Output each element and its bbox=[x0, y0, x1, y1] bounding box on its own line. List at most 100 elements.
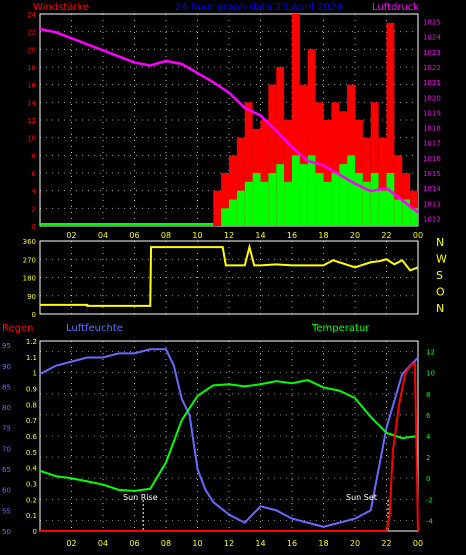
wind-mean-bar bbox=[260, 181, 269, 226]
x-tick-label: 02 bbox=[66, 231, 76, 240]
pressure-y-tick: 1016 bbox=[423, 155, 441, 163]
wind-y-tick: 2 bbox=[32, 205, 36, 213]
pressure-y-tick: 1025 bbox=[423, 19, 441, 27]
humidity-y-tick: 80 bbox=[2, 404, 11, 412]
humidity-y-tick: 55 bbox=[2, 507, 11, 515]
pressure-y-tick: 1023 bbox=[423, 49, 441, 57]
wind-direction-line bbox=[40, 243, 419, 307]
wind-mean-bar bbox=[323, 181, 332, 226]
wind-mean-bar bbox=[307, 155, 316, 226]
wind-title: Windstärke bbox=[33, 2, 89, 13]
wind-y-tick: 0 bbox=[32, 223, 36, 231]
x-tick-label: 16 bbox=[287, 231, 297, 240]
sunrise-label: Sun Rise bbox=[123, 493, 158, 502]
rain-y-tick: 0.2 bbox=[26, 496, 37, 504]
x-tick-label: 08 bbox=[161, 539, 171, 548]
temperature-y-tick: 8 bbox=[426, 391, 430, 399]
grid-dots bbox=[40, 13, 418, 531]
x-tick-label: 22 bbox=[381, 231, 391, 240]
pressure-y-tick: 1013 bbox=[423, 200, 441, 208]
x-tick-label: 14 bbox=[255, 231, 265, 240]
x-tick-label: 06 bbox=[129, 539, 139, 548]
wind-gust-bar bbox=[229, 155, 237, 226]
pressure-y-tick: 1019 bbox=[423, 109, 441, 117]
rain-y-tick: 0.1 bbox=[26, 512, 37, 520]
rain-y-tick: 0.9 bbox=[26, 386, 37, 394]
x-tick-label: 04 bbox=[98, 539, 108, 548]
x-tick-label: 20 bbox=[350, 231, 360, 240]
temperature-y-tick: 0 bbox=[426, 475, 430, 483]
pressure-y-tick: 1022 bbox=[423, 64, 441, 72]
wind-bars bbox=[213, 14, 418, 227]
wind-gust-bar bbox=[331, 102, 340, 226]
wind-mean-bar bbox=[268, 173, 277, 226]
rain-label: Regen bbox=[2, 323, 34, 334]
wind-y-tick: 10 bbox=[27, 135, 36, 143]
sunset-label: Sun Set bbox=[346, 493, 377, 502]
pressure-y-tick: 1012 bbox=[423, 215, 441, 223]
rain-y-tick: 1.1 bbox=[26, 354, 37, 362]
temperature-y-tick: -2 bbox=[426, 496, 433, 504]
wind-gust-bar bbox=[213, 190, 222, 226]
temperature-label: Temperatur bbox=[311, 323, 370, 334]
pressure-y-tick: 1021 bbox=[423, 79, 441, 87]
wind-mean-bar bbox=[236, 190, 245, 226]
x-tick-label: 18 bbox=[318, 539, 328, 548]
wind-gust-bar bbox=[299, 84, 308, 227]
wind-mean-bar bbox=[292, 155, 300, 226]
compass-label: N bbox=[436, 236, 444, 249]
rain-y-tick: 0.4 bbox=[26, 465, 38, 473]
x-tick-label: 10 bbox=[192, 231, 202, 240]
wind-gust-bar bbox=[244, 102, 253, 226]
humidity-y-tick: 60 bbox=[2, 487, 11, 495]
temperature-y-tick: 6 bbox=[426, 412, 431, 420]
x-tick-label: 08 bbox=[161, 231, 171, 240]
x-tick-label: 06 bbox=[129, 231, 139, 240]
wind-mean-bar bbox=[276, 164, 285, 226]
wind-mean-bar bbox=[378, 190, 387, 226]
wind-mean-bar bbox=[394, 199, 403, 226]
wind-gust-bar bbox=[370, 102, 379, 226]
pressure-y-tick: 1020 bbox=[423, 94, 441, 102]
x-tick-label: 14 bbox=[255, 539, 265, 548]
wind-mean-bar bbox=[347, 155, 355, 226]
temperature-y-tick: 12 bbox=[426, 349, 435, 357]
compass-label: N bbox=[436, 302, 444, 315]
x-tick-label: 00 bbox=[413, 539, 423, 548]
rain-y-tick: 1.2 bbox=[26, 338, 37, 346]
humidity-y-tick: 95 bbox=[2, 342, 11, 350]
rain-y-tick: 0.5 bbox=[26, 449, 37, 457]
compass-label: W bbox=[436, 253, 447, 266]
rain-y-tick: 0.8 bbox=[26, 401, 37, 409]
direction-y-tick: 180 bbox=[23, 275, 36, 283]
x-tick-label: 18 bbox=[318, 231, 328, 240]
wind-mean-bar bbox=[315, 173, 324, 226]
wind-gust-bar bbox=[268, 84, 277, 227]
wind-y-tick: 18 bbox=[27, 64, 36, 72]
humidity-y-tick: 65 bbox=[2, 466, 11, 474]
x-tick-label: 12 bbox=[224, 539, 234, 548]
x-tick-label: 02 bbox=[66, 539, 76, 548]
wind-y-tick: 6 bbox=[32, 170, 37, 178]
temperature-y-tick: 10 bbox=[426, 370, 435, 378]
wind-y-tick: 12 bbox=[27, 117, 36, 125]
wind-gust-bar bbox=[260, 120, 269, 226]
rain-y-tick: 0.7 bbox=[26, 417, 37, 425]
pressure-line bbox=[39, 27, 419, 214]
temperature-y-tick: 2 bbox=[426, 454, 430, 462]
direction-y-tick: 360 bbox=[23, 238, 36, 246]
wind-mean-bar bbox=[339, 164, 348, 226]
bottom-panel-frame bbox=[39, 340, 419, 532]
humidity-y-tick: 70 bbox=[2, 445, 11, 453]
wind-y-tick: 14 bbox=[27, 99, 36, 107]
wind-gust-bar bbox=[394, 155, 403, 226]
x-tick-label: 04 bbox=[98, 231, 108, 240]
direction-y-tick: 270 bbox=[23, 256, 36, 264]
wind-gust-bar bbox=[276, 67, 285, 226]
x-tick-label: 22 bbox=[381, 539, 391, 548]
wind-mean-bar bbox=[299, 164, 308, 226]
wind-mean-bar bbox=[410, 208, 418, 226]
wind-mean-bar bbox=[252, 173, 261, 226]
humidity-y-tick: 75 bbox=[2, 425, 11, 433]
